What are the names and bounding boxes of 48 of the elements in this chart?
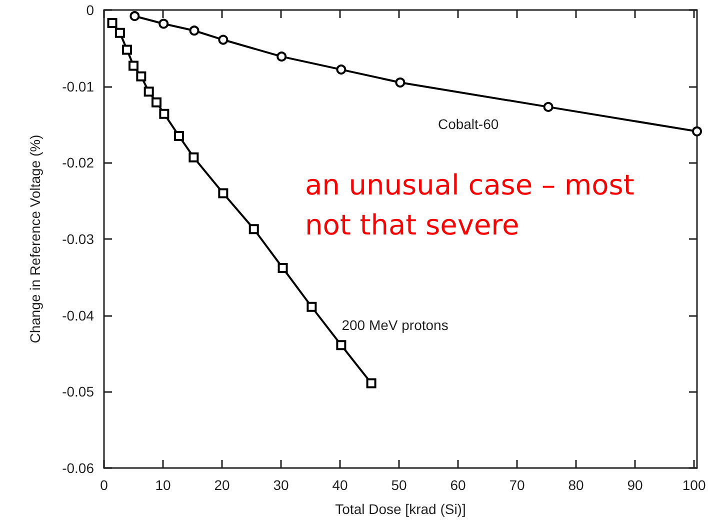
point	[152, 97, 162, 108]
point	[248, 224, 259, 234]
y-axis-title: Change in Reference Voltage (%)	[27, 134, 43, 344]
point	[114, 28, 125, 38]
x-tick-label: 90	[627, 477, 644, 493]
point	[158, 18, 169, 29]
point	[144, 86, 154, 97]
y-tick-label: 0	[86, 2, 94, 18]
x-tick-label: 0	[100, 477, 108, 493]
point	[136, 71, 146, 82]
x-tick-label: 60	[450, 477, 466, 493]
point	[188, 152, 199, 162]
point	[122, 44, 132, 55]
point	[107, 18, 118, 28]
point	[336, 340, 346, 350]
x-tick-label: 100	[682, 477, 706, 493]
x-tick-label: 30	[273, 477, 290, 493]
annotation: an unusual case – most not that severe	[305, 168, 644, 242]
x-tick-label: 80	[568, 477, 584, 493]
point	[336, 64, 346, 75]
y-tick-label: -0.05	[62, 384, 94, 400]
point	[278, 263, 288, 274]
x-tick-label: 10	[155, 477, 171, 493]
y-tick-label: -0.03	[62, 231, 94, 247]
point	[128, 60, 139, 71]
point	[543, 102, 554, 112]
point	[395, 78, 406, 88]
series-label: Cobalt-60	[438, 116, 499, 132]
point	[692, 126, 702, 136]
series-label: 200 MeV protons	[342, 316, 448, 333]
point	[366, 378, 376, 388]
point	[306, 302, 317, 312]
y-tick-label: -0.01	[62, 78, 94, 94]
x-tick-label: 40	[332, 477, 348, 493]
point	[218, 188, 228, 198]
y-tick-label: -0.06	[62, 460, 94, 476]
point	[159, 108, 170, 119]
x-tick-label: 70	[509, 477, 526, 493]
point	[174, 130, 184, 141]
x-tick-label: 20	[214, 477, 230, 493]
x-axis-title: Total Dose [krad (Si)]	[335, 501, 466, 517]
point	[276, 52, 287, 62]
point	[189, 26, 200, 36]
point	[130, 11, 140, 22]
x-tick-label: 50	[391, 477, 408, 493]
y-tick-label: -0.02	[62, 154, 94, 171]
point	[218, 34, 228, 45]
y-tick-label: -0.04	[62, 307, 94, 324]
